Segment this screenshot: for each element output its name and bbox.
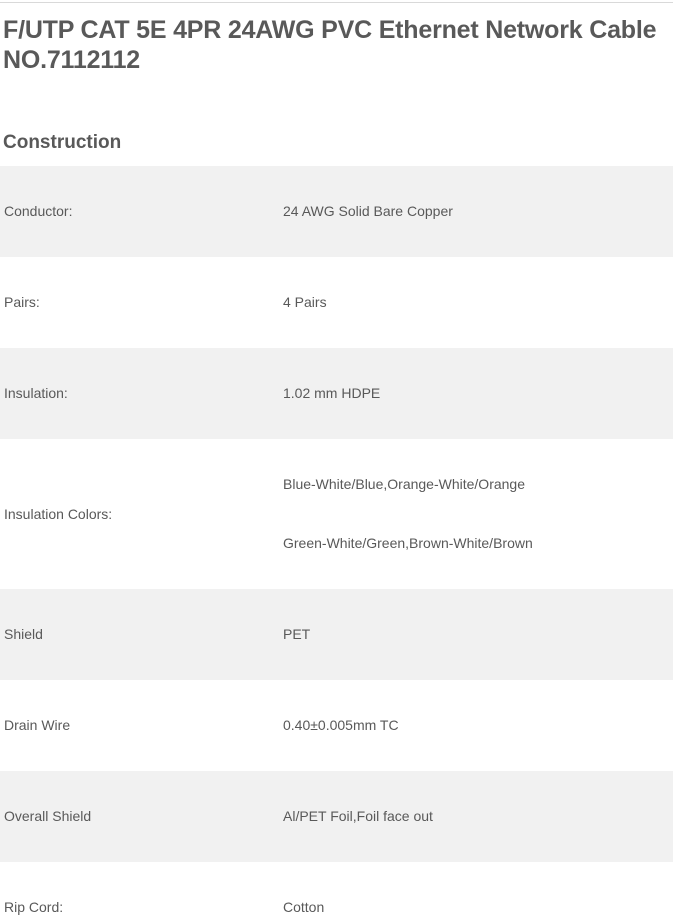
spec-value: 4 Pairs [283,294,327,310]
spec-value: Cotton [283,899,325,915]
spec-value: PET [283,626,311,642]
table-row-rip-cord: Rip Cord: Cotton [0,862,673,918]
spec-label: Pairs: [4,294,40,310]
table-row-insulation-colors: Insulation Colors: Blue-White/Blue,Orang… [0,439,673,589]
spec-label: Insulation: [4,385,68,401]
page-title: F/UTP CAT 5E 4PR 24AWG PVC Ethernet Netw… [3,15,670,75]
spec-value: 24 AWG Solid Bare Copper [283,203,453,219]
spec-value: 0.40±0.005mm TC [283,717,399,733]
table-row-conductor: Conductor: 24 AWG Solid Bare Copper [0,166,673,257]
top-divider [0,2,673,3]
table-row-insulation: Insulation: 1.02 mm HDPE [0,348,673,439]
construction-table: Conductor: 24 AWG Solid Bare Copper Pair… [0,166,673,918]
construction-heading: Construction [3,132,122,153]
spec-label: Rip Cord: [4,899,64,915]
page-title-line-2: NO.7112112 [3,46,141,74]
spec-value: Al/PET Foil,Foil face out [283,808,433,824]
spec-label: Shield [4,626,43,642]
table-row-pairs: Pairs: 4 Pairs [0,257,673,348]
spec-value: Blue-White/Blue,Orange-White/Orange Gree… [283,476,533,551]
spec-label: Drain Wire [4,717,71,733]
table-row-shield: Shield PET [0,589,673,680]
spec-label: Overall Shield [4,808,92,824]
page-title-line-1: F/UTP CAT 5E 4PR 24AWG PVC Ethernet Netw… [3,16,657,44]
table-row-drain-wire: Drain Wire 0.40±0.005mm TC [0,680,673,771]
table-row-overall-shield: Overall Shield Al/PET Foil,Foil face out [0,771,673,862]
spec-value: 1.02 mm HDPE [283,385,381,401]
spec-label: Conductor: [4,203,73,219]
spec-label: Insulation Colors: [4,505,113,522]
